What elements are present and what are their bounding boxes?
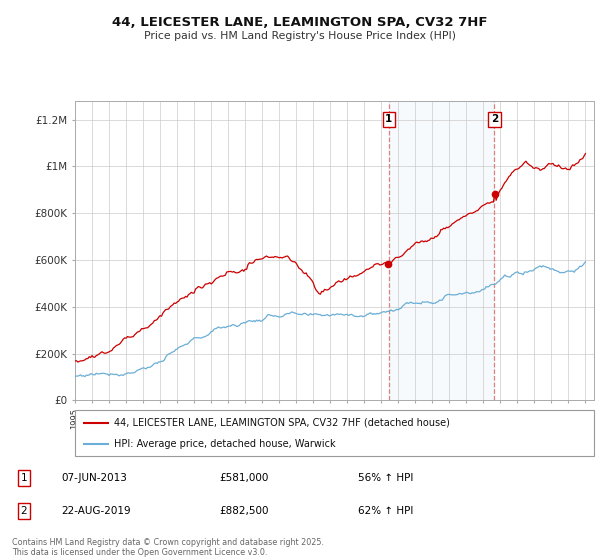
Text: 1: 1 — [20, 473, 27, 483]
Text: 44, LEICESTER LANE, LEAMINGTON SPA, CV32 7HF (detached house): 44, LEICESTER LANE, LEAMINGTON SPA, CV32… — [114, 418, 450, 428]
Text: 44, LEICESTER LANE, LEAMINGTON SPA, CV32 7HF: 44, LEICESTER LANE, LEAMINGTON SPA, CV32… — [112, 16, 488, 29]
Text: 22-AUG-2019: 22-AUG-2019 — [61, 506, 131, 516]
Text: £882,500: £882,500 — [220, 506, 269, 516]
Text: 2: 2 — [20, 506, 27, 516]
Bar — [389, 101, 494, 400]
Text: £581,000: £581,000 — [220, 473, 269, 483]
Text: 1: 1 — [385, 114, 392, 124]
Text: 2: 2 — [491, 114, 498, 124]
Text: Price paid vs. HM Land Registry's House Price Index (HPI): Price paid vs. HM Land Registry's House … — [144, 31, 456, 41]
Text: 07-JUN-2013: 07-JUN-2013 — [61, 473, 127, 483]
Text: HPI: Average price, detached house, Warwick: HPI: Average price, detached house, Warw… — [114, 439, 335, 449]
Text: Contains HM Land Registry data © Crown copyright and database right 2025.
This d: Contains HM Land Registry data © Crown c… — [12, 538, 324, 557]
Text: 56% ↑ HPI: 56% ↑ HPI — [358, 473, 413, 483]
Text: 62% ↑ HPI: 62% ↑ HPI — [358, 506, 413, 516]
